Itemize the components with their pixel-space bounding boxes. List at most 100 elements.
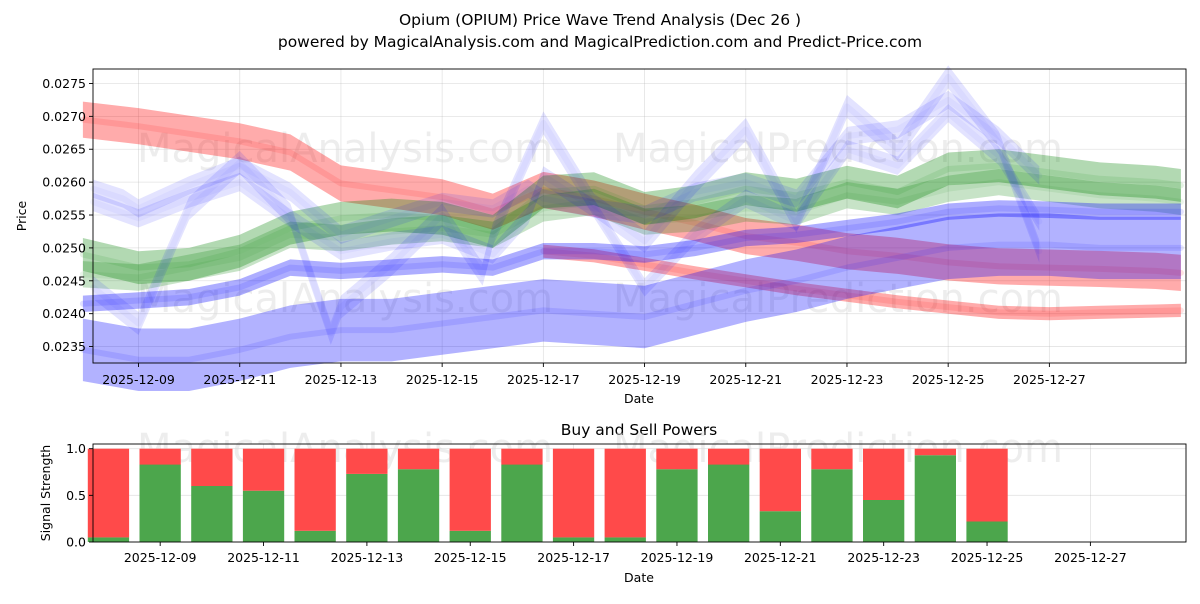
band-centerline-red-lower-trend — [540, 248, 1184, 317]
price-ytick-label-0: 0.0235 — [42, 339, 86, 354]
sell-bar-2025-12-10 — [191, 448, 233, 486]
signal-bar-2025-12-19 — [656, 448, 698, 542]
signal-bar-2025-12-18 — [604, 448, 646, 542]
buy-bar-2025-12-13 — [346, 473, 388, 542]
band-group-blue-wave-3 — [93, 103, 1040, 297]
watermark-magicalprediction-top: MagicalPrediction.com — [613, 126, 1063, 172]
price-xtick-label-3: 2025-12-15 — [406, 372, 479, 387]
sell-bar-2025-12-09 — [139, 448, 181, 465]
sell-bar-2025-12-19 — [656, 448, 698, 470]
sell-bar-2025-12-25 — [966, 448, 1008, 522]
signal-y-axis-label: Signal Strength — [38, 445, 53, 541]
band-blue-trend-2 — [82, 213, 1181, 391]
signal-x-axis-label: Date — [624, 570, 654, 585]
signal-ytick-label-0: 0.0 — [66, 535, 86, 550]
price-xtick-label-6: 2025-12-21 — [709, 372, 782, 387]
buy-bar-2025-12-19 — [656, 469, 698, 542]
buy-bar-2025-12-24 — [914, 455, 956, 542]
sell-bar-2025-12-22 — [811, 448, 853, 470]
signal-bar-2025-12-09 — [139, 448, 181, 542]
band-blue-wave-2 — [93, 65, 1040, 345]
price-ytick-label-5: 0.0260 — [42, 175, 86, 190]
buy-bar-2025-12-21 — [759, 511, 801, 542]
signal-ytick-label-2: 1.0 — [66, 441, 86, 456]
band-group-blue-trend-1 — [79, 200, 1184, 312]
buy-bar-2025-12-14 — [397, 469, 440, 542]
signal-x-ticks: 2025-12-09 2025-12-11 2025-12-13 2025-12-15… — [124, 542, 1127, 565]
sell-bar-2025-12-20 — [708, 448, 750, 465]
sell-bar-2025-12-21 — [759, 448, 801, 512]
chart-title: Opium (OPIUM) Price Wave Trend Analysis … — [399, 11, 801, 29]
band-blue-wave-1 — [93, 90, 1040, 244]
price-ytick-label-4: 0.0255 — [42, 208, 86, 223]
band-group-red-upper-trend — [79, 101, 1184, 291]
sell-bar-2025-12-18 — [604, 448, 646, 538]
signal-bar-2025-12-12 — [294, 448, 336, 542]
signal-bar-2025-12-08 — [87, 448, 130, 542]
price-axes-frame — [92, 68, 1187, 364]
chart-subtitle: powered by MagicalAnalysis.com and Magic… — [278, 33, 922, 51]
signal-bar-2025-12-16 — [501, 448, 543, 542]
signal-xtick-label-0: 2025-12-09 — [124, 550, 197, 565]
price-ytick-label-1: 0.0240 — [42, 306, 86, 321]
price-xtick-label-2: 2025-12-13 — [305, 372, 378, 387]
signal-y-ticks: 0.0 0.5 1.0 — [66, 441, 93, 550]
price-watermarks: MagicalAnalysis.com MagicalPrediction.co… — [137, 126, 1063, 322]
price-bands — [79, 65, 1184, 391]
signal-xtick-label-4: 2025-12-17 — [537, 550, 610, 565]
price-xtick-label-1: 2025-12-11 — [203, 372, 276, 387]
sell-bar-2025-12-13 — [346, 448, 388, 474]
signal-xtick-label-3: 2025-12-15 — [434, 550, 507, 565]
band-red-upper-trend — [82, 101, 1181, 291]
price-panel: MagicalAnalysis.com MagicalPrediction.co… — [14, 65, 1187, 406]
band-group-blue-trend-2 — [79, 213, 1184, 391]
sell-bar-2025-12-23 — [863, 448, 905, 500]
signal-xtick-label-2: 2025-12-13 — [331, 550, 404, 565]
signal-panel: Buy and Sell Powers MagicalAnalysis.com … — [38, 421, 1187, 585]
band-group-blue-wave-2 — [93, 65, 1040, 345]
price-ytick-label-2: 0.0245 — [42, 273, 86, 288]
signal-bars — [87, 448, 1008, 542]
buy-bar-2025-12-20 — [708, 464, 750, 542]
price-gridlines — [93, 69, 1186, 363]
band-blue-trend-1 — [82, 200, 1181, 312]
band-centerline-blue-trend-2 — [79, 241, 1184, 363]
signal-xtick-label-9: 2025-12-27 — [1054, 550, 1127, 565]
signal-bar-2025-12-14 — [397, 448, 440, 542]
buy-bar-2025-12-12 — [294, 530, 336, 542]
price-x-axis-label: Date — [624, 391, 654, 406]
band-red-lower-trend — [543, 244, 1181, 321]
band-group-green-trend-2 — [79, 169, 1184, 291]
signal-ytick-label-1: 0.5 — [66, 488, 86, 503]
sell-bar-2025-12-24 — [914, 448, 956, 456]
price-xtick-label-5: 2025-12-19 — [608, 372, 681, 387]
signal-xtick-label-6: 2025-12-21 — [744, 550, 817, 565]
band-group-red-lower-trend — [540, 244, 1184, 321]
band-green-trend-2 — [82, 169, 1181, 291]
buy-bar-2025-12-23 — [863, 500, 905, 542]
signal-axes-frame — [92, 443, 1187, 543]
price-ytick-label-6: 0.0265 — [42, 142, 86, 157]
signal-bar-2025-12-23 — [863, 448, 905, 542]
price-ytick-label-7: 0.0270 — [42, 109, 86, 124]
band-centerline-green-trend-2 — [79, 179, 1184, 281]
buy-bar-2025-12-11 — [242, 490, 285, 542]
signal-xtick-label-5: 2025-12-19 — [641, 550, 714, 565]
signal-bar-2025-12-20 — [708, 448, 750, 542]
signal-xtick-label-7: 2025-12-23 — [847, 550, 920, 565]
band-green-trend-1 — [82, 149, 1181, 285]
signal-bar-2025-12-10 — [191, 448, 233, 542]
price-xtick-label-7: 2025-12-23 — [811, 372, 884, 387]
buy-bar-2025-12-16 — [501, 464, 543, 542]
sell-bar-2025-12-15 — [449, 448, 491, 531]
signal-bar-2025-12-21 — [759, 448, 801, 542]
watermark-magicalanalysis-top: MagicalAnalysis.com — [137, 126, 553, 172]
price-xtick-label-9: 2025-12-27 — [1013, 372, 1086, 387]
band-group-green-trend-1 — [79, 149, 1184, 285]
watermark-magicalanalysis-middle: MagicalAnalysis.com — [137, 276, 553, 322]
price-xtick-label-8: 2025-12-25 — [912, 372, 985, 387]
price-xtick-label-4: 2025-12-17 — [507, 372, 580, 387]
buy-bar-2025-12-08 — [87, 537, 130, 542]
